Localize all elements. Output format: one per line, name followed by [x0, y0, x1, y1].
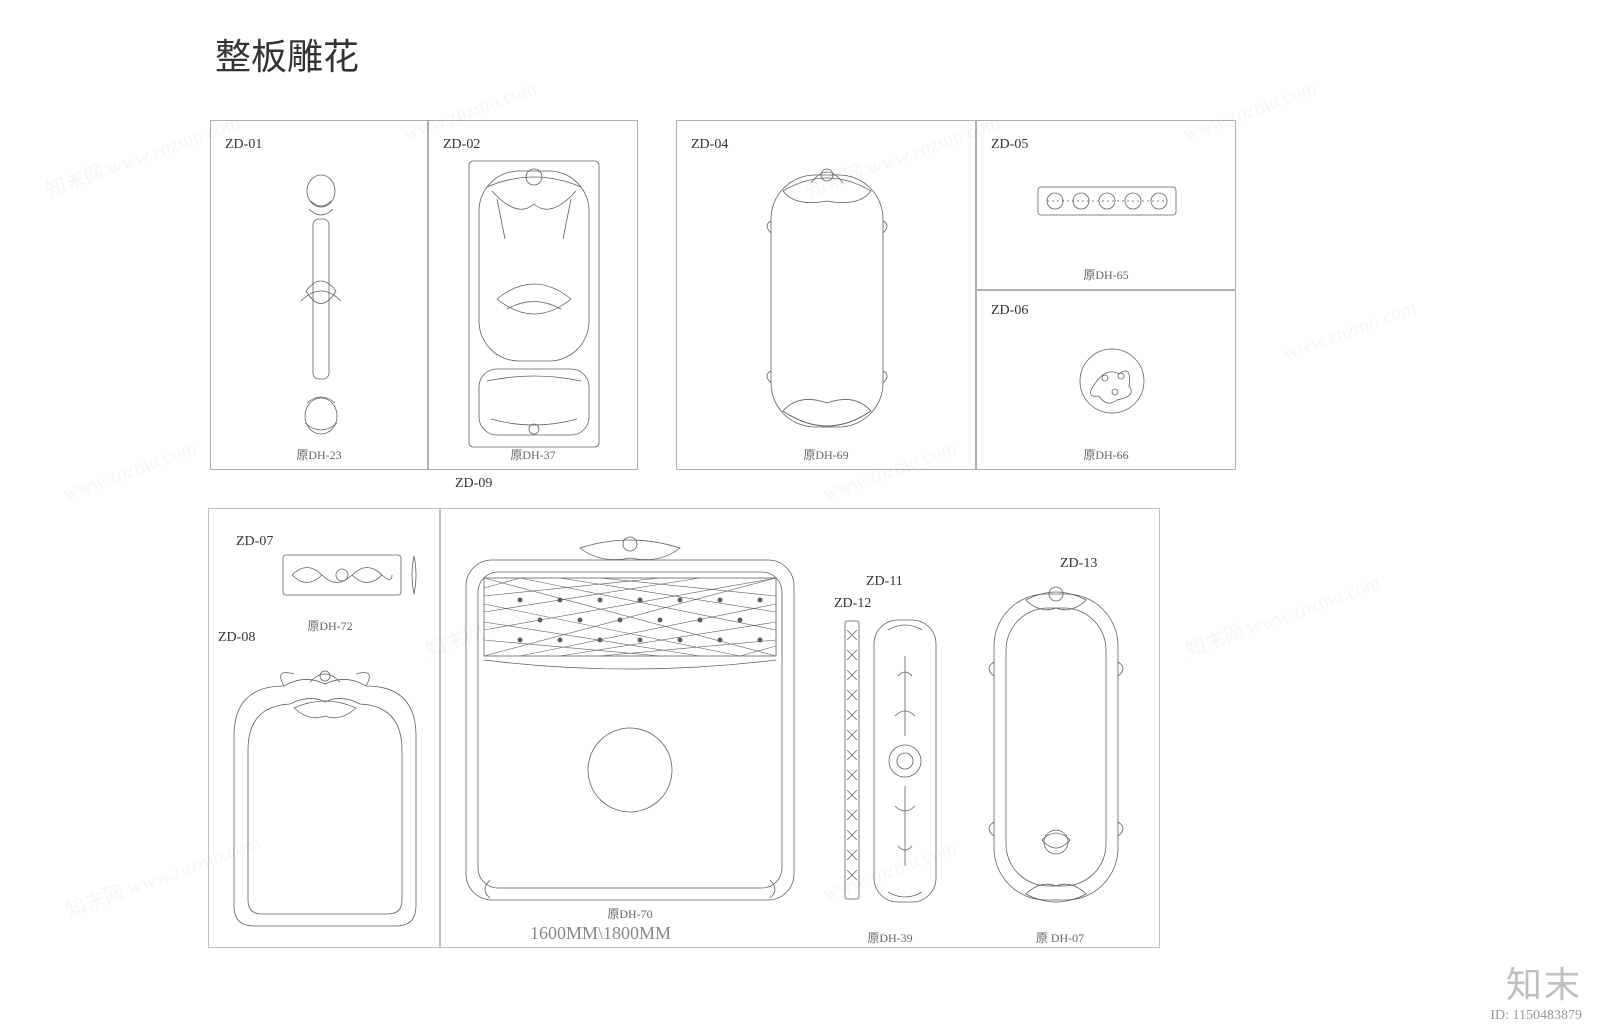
- code-zd08: ZD-08: [218, 630, 255, 646]
- panel-zd01: ZD-01 原DH-23: [210, 120, 428, 470]
- panel-zd06: ZD-06 原DH-66: [976, 290, 1236, 470]
- drawing-zd10: [460, 530, 800, 910]
- drawing-zd01: [291, 171, 351, 441]
- drawing-zd11: [870, 616, 940, 906]
- brand-id: ID: 1150483879: [1490, 1008, 1582, 1024]
- brand-cn: 知末: [1490, 956, 1582, 1008]
- drawing-zd05: [1037, 186, 1177, 216]
- drawing-zd12-strip: [844, 620, 860, 900]
- footer-zd05: 原DH-65: [977, 266, 1235, 283]
- drawing-zd06: [1077, 346, 1147, 416]
- footer-zd13: 原 DH-07: [970, 929, 1150, 946]
- drawing-zd07: [282, 554, 402, 596]
- panel-zd08: ZD-08: [210, 628, 440, 948]
- drawing-zd13: [986, 582, 1126, 912]
- panel-zd11: ZD-11 ZD-12 原DH-39: [830, 556, 950, 948]
- footer-zd02: 原DH-37: [429, 446, 637, 463]
- page-title: 整板雕花: [215, 28, 359, 80]
- drawing-zd07-side: [410, 554, 418, 596]
- drawing-zd04: [763, 161, 891, 441]
- code-zd07: ZD-07: [236, 534, 273, 550]
- panel-zd13: ZD-13 原 DH-07: [970, 548, 1150, 948]
- panel-zd07: ZD-07 原DH-72: [230, 530, 430, 628]
- footer-zd04: 原DH-69: [677, 446, 975, 463]
- code-zd13: ZD-13: [1060, 556, 1097, 572]
- code-zd02: ZD-02: [443, 137, 480, 153]
- code-zd09: ZD-09: [455, 476, 492, 492]
- drawing-zd08: [224, 656, 426, 936]
- dim-zd10: 1600MM\1800MM: [530, 923, 671, 944]
- code-zd01: ZD-01: [225, 137, 262, 153]
- panel-zd10: 原DH-70 1600MM\1800MM: [450, 520, 810, 940]
- panel-zd04: ZD-04 原DH-69: [676, 120, 976, 470]
- brand-block: 知末 ID: 1150483879: [1490, 956, 1582, 1024]
- drawing-zd02: [467, 159, 601, 449]
- code-zd05: ZD-05: [991, 137, 1028, 153]
- panel-zd05: ZD-05 原DH-65: [976, 120, 1236, 290]
- code-zd12: ZD-12: [834, 596, 871, 612]
- footer-zd11: 原DH-39: [830, 929, 950, 946]
- watermark: www.znzmo.com: [60, 437, 199, 506]
- footer-zd06: 原DH-66: [977, 446, 1235, 463]
- watermark: 知末网 www.znzmo.com: [1181, 566, 1383, 663]
- code-zd11: ZD-11: [866, 574, 903, 590]
- code-zd04: ZD-04: [691, 137, 728, 153]
- watermark: www.znzmo.com: [1280, 297, 1419, 366]
- footer-zd01: 原DH-23: [211, 446, 427, 463]
- panel-zd02: ZD-02 原DH-37: [428, 120, 638, 470]
- code-zd06: ZD-06: [991, 303, 1028, 319]
- footer-zd10: 原DH-70: [450, 905, 810, 922]
